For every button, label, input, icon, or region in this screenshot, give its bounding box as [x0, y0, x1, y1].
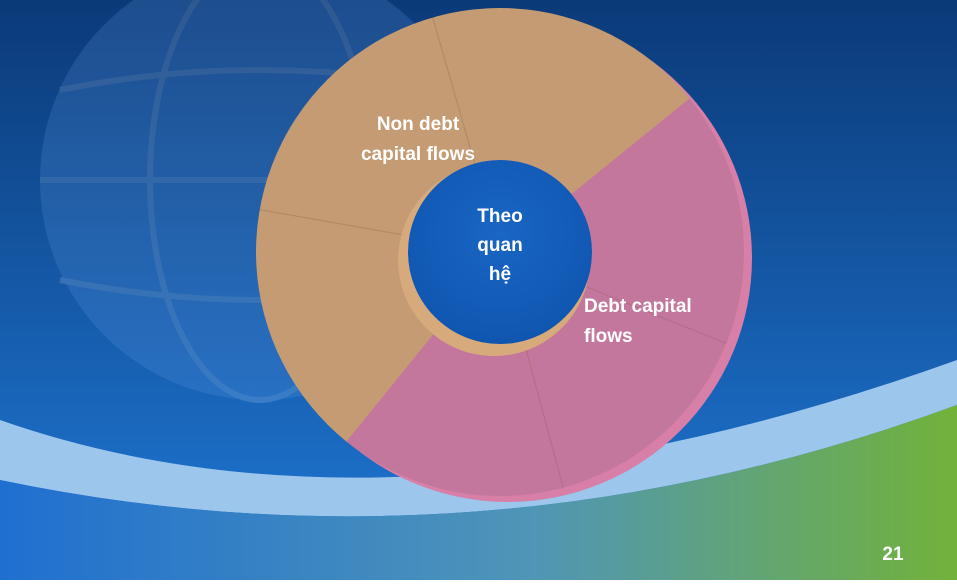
segment-divider [432, 17, 476, 164]
segment-divider [585, 286, 727, 344]
center-label-line: Theo [477, 206, 522, 227]
segment-divider [523, 340, 564, 488]
segment-divider [259, 209, 410, 237]
segment-label-line: flows [584, 326, 633, 347]
donut-segment [255, 7, 690, 442]
donut-segment [346, 98, 744, 496]
donut [255, 7, 752, 502]
segment-label-line: Non debt [377, 114, 460, 135]
donut-hole [408, 160, 592, 344]
wave-light [0, 360, 957, 517]
wave-footer [0, 405, 957, 580]
segment-label-line: Debt capital [584, 296, 692, 317]
page-number: 21 [882, 544, 904, 565]
segment-label-line: capital flows [361, 144, 475, 165]
center-label-line: hệ [489, 264, 511, 285]
center-label-line: quan [477, 235, 522, 256]
